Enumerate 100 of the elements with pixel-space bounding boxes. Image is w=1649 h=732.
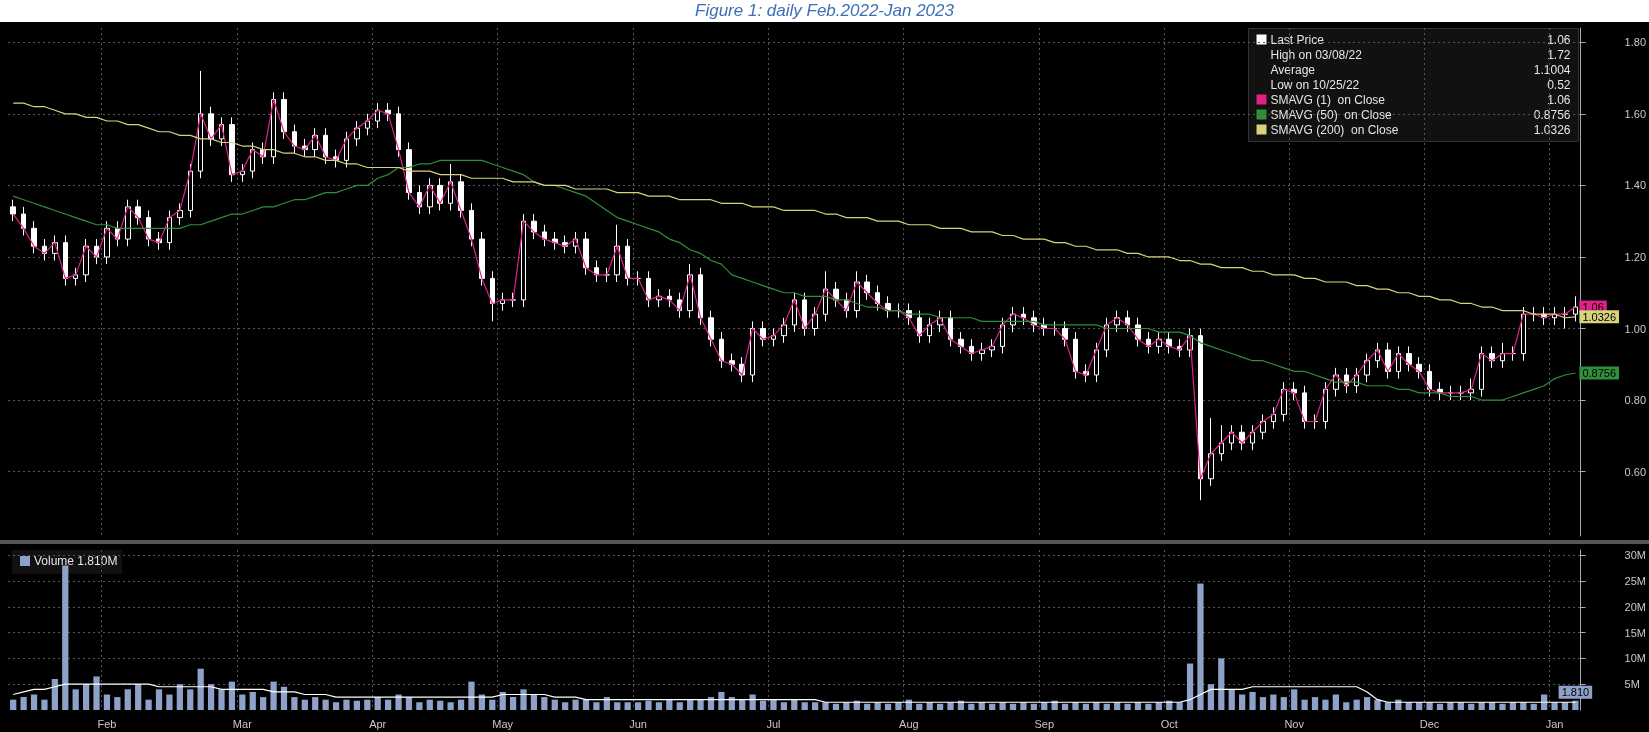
bar [1311,697,1319,710]
x-tick-label: Feb [97,717,117,730]
bar [270,681,277,710]
bar [1249,691,1256,710]
text: Average 1.1004 [1270,62,1571,77]
bar [1332,694,1339,710]
bar [1145,703,1152,710]
bar [801,702,808,710]
bar [103,694,111,710]
bar [1186,663,1194,710]
text: High on 03/08/22 1.72 [1270,47,1571,62]
bar [155,689,163,710]
bar [1030,703,1037,710]
bar [135,684,142,710]
candlestick [812,306,818,337]
data-label: 0.8756 [1582,367,1617,380]
bar [62,565,69,710]
candlestick [344,131,349,169]
candlestick [708,310,714,347]
bar [718,691,725,710]
candlestick [781,317,787,344]
bar [416,702,423,710]
candlestick [1406,345,1412,372]
bar [197,668,204,710]
x-tick-label: Jul [766,717,781,730]
candlestick [1396,345,1401,380]
bar [864,703,871,710]
candlestick [63,234,68,287]
bar [1353,699,1360,710]
data-label: 1.0326 [1582,310,1617,323]
y-tick-label: 1.60 [1624,107,1647,120]
candlestick [542,224,547,247]
candlestick [1219,424,1224,462]
candlestick [365,113,370,136]
candlestick [1281,381,1287,423]
candlestick [958,331,964,355]
bar [666,699,673,710]
bar [780,702,788,710]
candlestick [531,213,537,240]
y-tick-label: 30M [1624,549,1647,562]
candlestick [323,127,328,165]
candlestick [1562,306,1568,330]
legend-label: Volume 1.810M [34,554,118,568]
candlestick [146,209,151,247]
candlestick [948,310,953,347]
candlestick [1125,310,1130,333]
bar [30,694,38,710]
bar [509,697,517,710]
candlestick [1198,328,1203,501]
candlestick [1416,356,1422,380]
candlestick [104,220,110,265]
bar [93,676,100,710]
candlestick [1427,363,1432,397]
candlestick [167,209,172,251]
bar [1082,703,1090,710]
candlestick [479,231,485,287]
candlestick [1052,320,1057,337]
candlestick [750,320,755,383]
bar [228,681,236,710]
bar [634,702,642,710]
candlestick [625,238,630,287]
bar [1218,658,1225,710]
candlestick [875,285,880,312]
bar [301,699,308,710]
legend-label: SMAVG (200) on Close [1270,122,1399,137]
bar [1468,703,1475,710]
bar [655,702,663,710]
bar [489,699,496,710]
bar [968,703,975,710]
bar [124,689,131,710]
candlestick [354,120,360,147]
x-tick-label: Dec [1419,717,1440,730]
data-label: 1.810 [1561,686,1590,699]
y-tick-label: 5M [1624,678,1640,691]
candlestick [1021,306,1026,326]
candlestick [510,292,516,308]
bar [291,697,298,710]
bar [1572,700,1579,710]
candlestick [1291,381,1297,401]
y-tick-label: 10M [1624,652,1647,665]
bar [176,684,183,710]
bar [312,697,319,710]
y-tick-label: 15M [1624,626,1647,639]
candlestick [802,292,807,337]
x-tick-label: Jan [1545,717,1564,730]
candlestick [1323,381,1328,430]
y-tick-label: 1.00 [1624,322,1647,335]
bar [687,699,694,710]
bar [1530,703,1537,710]
bar [812,702,819,710]
candlestick [1208,417,1214,487]
bar [364,699,371,710]
y-tick-label: 1.80 [1624,36,1647,49]
x-tick-label: May [492,717,514,730]
bar [166,694,173,710]
bar [593,702,600,710]
bar [530,694,538,710]
legend-label: SMAVG (1) on Close [1270,92,1386,107]
bar [447,702,454,710]
bar [249,691,256,710]
